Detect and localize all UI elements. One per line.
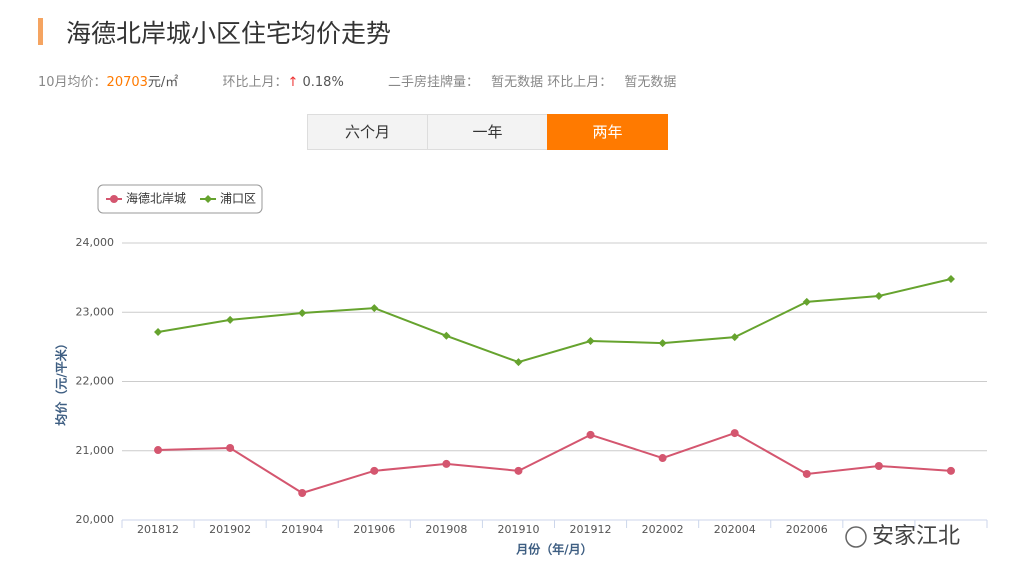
series-line [157, 278, 952, 364]
range-tab[interactable]: 两年 [547, 114, 668, 150]
point [154, 446, 163, 455]
series-line [158, 431, 952, 495]
watermark: 安家江北 [872, 524, 960, 549]
point [802, 297, 811, 306]
x-tick-label: 201902 [209, 523, 251, 536]
point [442, 331, 451, 340]
stats: 10月均价：20703元/㎡ 环比上月：↑ 0.18% 二手房挂牌量： 暂无数据… [38, 71, 676, 90]
stat-label: 环比上月： [547, 75, 613, 90]
title-accent [38, 18, 43, 45]
point [730, 333, 739, 342]
legend-label: 浦口区 [220, 192, 256, 206]
point [730, 429, 739, 438]
point [226, 443, 235, 452]
point [370, 304, 379, 313]
point [298, 308, 307, 317]
point [514, 466, 523, 475]
x-tick-label: 201910 [497, 523, 539, 536]
point [874, 291, 883, 300]
stat-value: 20703 [106, 75, 148, 90]
page-title: 海德北岸城小区住宅均价走势 [66, 19, 392, 48]
point [658, 454, 667, 463]
y-axis-label: 均价（元/平米） [54, 337, 69, 425]
x-tick-label: 202002 [642, 523, 684, 536]
y-tick-label: 22,000 [76, 375, 115, 388]
point [298, 488, 307, 497]
legend-marker [204, 195, 213, 203]
x-tick-label: 201812 [137, 523, 179, 536]
point [874, 461, 883, 470]
point [154, 327, 163, 336]
legend-marker [110, 195, 118, 203]
stat-arrow: ↑ [287, 75, 299, 90]
point [226, 315, 235, 324]
point [514, 358, 523, 367]
x-tick-label: 201904 [281, 523, 323, 536]
y-tick-label: 20,000 [76, 513, 115, 526]
point [802, 469, 811, 478]
point [586, 336, 595, 345]
y-tick-label: 23,000 [76, 305, 115, 318]
stat-value: 暂无数据 [624, 75, 677, 90]
stat-unit: 元/㎡ [147, 75, 179, 90]
stat-label: 二手房挂牌量： [387, 75, 479, 90]
y-tick-label: 24,000 [76, 236, 115, 249]
stat-value: 0.18% [302, 75, 344, 90]
x-tick-label: 201906 [353, 523, 395, 536]
point [370, 466, 379, 475]
point [946, 466, 955, 475]
x-tick-label: 201908 [425, 523, 467, 536]
point [586, 430, 595, 439]
range-tab[interactable]: 一年 [427, 114, 548, 150]
watermark-icon [845, 526, 867, 548]
y-tick-label: 21,000 [76, 444, 115, 457]
tabs: 六个月 一年 两年 [307, 114, 668, 150]
point [946, 275, 955, 284]
stat-label: 环比上月： [222, 75, 288, 90]
point [442, 459, 451, 468]
x-tick-label: 201912 [570, 523, 612, 536]
range-tab[interactable]: 六个月 [307, 114, 428, 150]
stat-label: 10月均价： [38, 75, 107, 90]
legend-label: 海德北岸城 [126, 191, 186, 206]
x-tick-label: 202006 [786, 523, 828, 536]
x-tick-label: 202004 [714, 523, 756, 536]
stat-value: 暂无数据 [491, 75, 544, 90]
point [658, 339, 667, 348]
legend-box [97, 184, 263, 214]
x-axis-label: 月份（年/月） [515, 542, 592, 557]
